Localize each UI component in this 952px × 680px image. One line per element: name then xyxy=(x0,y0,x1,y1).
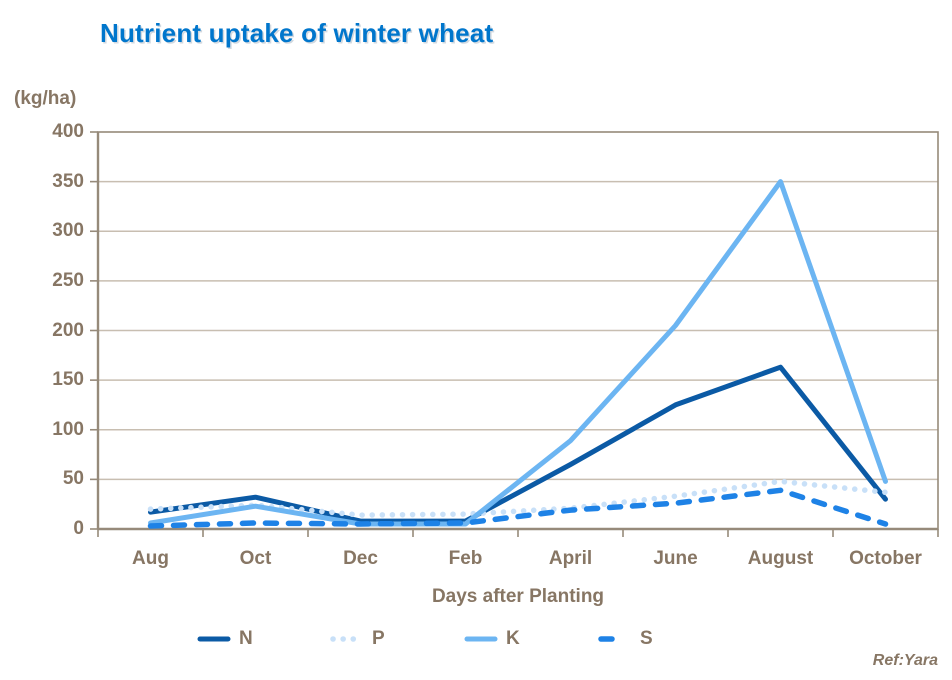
x-tick-label: Feb xyxy=(448,548,483,569)
y-tick-label: 400 xyxy=(52,121,84,142)
axis-ticks xyxy=(90,131,939,537)
y-axis-unit-label: (kg/ha) xyxy=(14,88,77,109)
legend-label-P: P xyxy=(372,628,385,649)
y-tick-label: 50 xyxy=(62,468,84,490)
x-tick-label: Aug xyxy=(132,548,169,569)
legend-item-K: K xyxy=(464,628,520,650)
y-tick-label: 300 xyxy=(52,220,84,242)
y-tick-label: 100 xyxy=(52,418,84,440)
x-tick-label: October xyxy=(849,548,922,569)
reference-label: Ref:Yara xyxy=(872,652,938,669)
x-tick-label: June xyxy=(653,548,698,569)
y-tick-label: 200 xyxy=(52,319,84,341)
legend-P-line-icon xyxy=(330,636,364,642)
series-line-N xyxy=(148,364,888,524)
legend-label-N: N xyxy=(239,628,253,649)
legend-S-line-icon xyxy=(598,636,617,642)
gridlines xyxy=(98,180,938,481)
legend-label-K: K xyxy=(506,628,520,649)
legend-item-N: N xyxy=(197,628,253,650)
y-tick-label: 150 xyxy=(52,369,84,391)
x-tick-label: April xyxy=(548,548,593,569)
x-tick-label: August xyxy=(747,548,814,569)
y-tick-label: 350 xyxy=(52,170,84,192)
legend-K-line-icon xyxy=(464,636,498,642)
series-line-K xyxy=(148,179,888,527)
legend-N-line-icon xyxy=(197,636,231,642)
x-tick-label: Dec xyxy=(343,548,378,569)
legend-label-S: S xyxy=(640,628,653,649)
x-axis-title: Days after Planting xyxy=(431,586,605,607)
legend-item-P: P xyxy=(330,628,385,650)
legend-item-S: S xyxy=(598,628,653,650)
series-line-S xyxy=(147,487,889,529)
data-series xyxy=(147,179,889,529)
x-tick-label: Oct xyxy=(239,548,272,569)
y-tick-label: 250 xyxy=(52,269,84,291)
chart-title: Nutrient uptake of winter wheat xyxy=(100,18,494,48)
y-tick-label: 0 xyxy=(73,518,84,539)
